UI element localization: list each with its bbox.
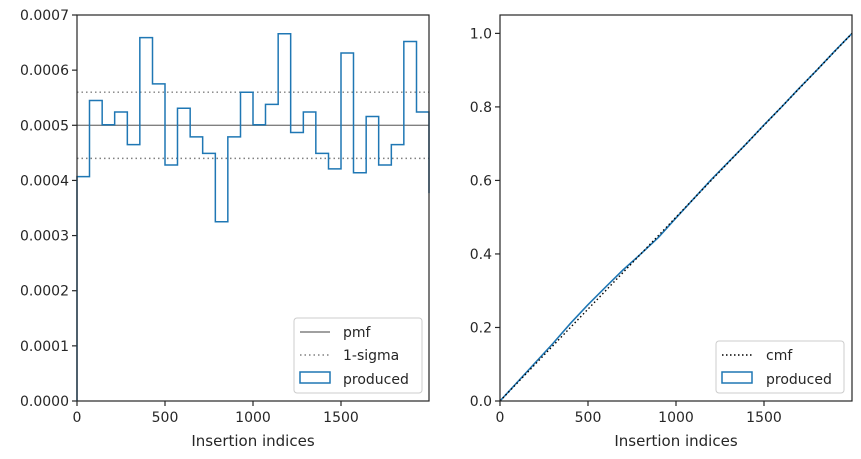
right-axes-frame <box>499 14 853 402</box>
right-panel: 0.0 0.2 0.4 0.6 0.8 1.0 0 500 1000 1500 Insertio… <box>470 14 853 450</box>
y-tick-label: 0.0007 <box>20 8 69 24</box>
x-tick-label: 1500 <box>746 410 782 426</box>
right-lines <box>499 32 853 402</box>
right-y-ticks: 0.0 0.2 0.4 0.6 0.8 1.0 <box>470 26 500 410</box>
right-legend-box <box>715 340 845 394</box>
legend-pmf-label: pmf <box>343 325 372 341</box>
produced-step-outline <box>76 32 430 401</box>
y-tick-label: 0.0003 <box>20 229 69 245</box>
legend-produced-swatch-right <box>721 371 753 384</box>
left-panel: 0.0000 0.0001 0.0002 0.0003 0.0004 0.0005 0.00… <box>20 8 430 450</box>
left-legend-box <box>293 317 423 394</box>
left-axes-frame <box>76 14 430 402</box>
x-tick-label: 1000 <box>658 410 694 426</box>
y-tick-label: 1.0 <box>470 26 492 42</box>
y-tick-label: 0.0002 <box>20 284 69 300</box>
x-tick-label: 500 <box>575 410 602 426</box>
y-tick-label: 0.0001 <box>20 339 69 355</box>
y-tick-label: 0.2 <box>470 320 492 336</box>
y-tick-label: 0.0004 <box>20 173 69 189</box>
y-tick-label: 0.8 <box>470 100 492 116</box>
left-x-axis-label: Insertion indices <box>191 432 314 450</box>
x-tick-label: 1000 <box>235 410 271 426</box>
left-legend: pmf 1-sigma produced <box>293 317 423 394</box>
legend-produced-swatch <box>299 371 331 384</box>
x-tick-label: 0 <box>73 410 82 426</box>
left-x-ticks: 0 500 1000 1500 <box>73 401 359 426</box>
legend-produced-label-right: produced <box>766 372 832 388</box>
y-tick-label: 0.0006 <box>20 63 69 79</box>
right-legend: cmf produced <box>715 340 845 394</box>
left-y-ticks: 0.0000 0.0001 0.0002 0.0003 0.0004 0.0005 0.00… <box>20 8 77 410</box>
y-tick-label: 0.0000 <box>20 394 69 410</box>
cmf-line <box>499 32 853 402</box>
right-x-ticks: 0 500 1000 1500 <box>496 401 782 426</box>
x-tick-label: 500 <box>152 410 179 426</box>
legend-produced-label: produced <box>343 372 409 388</box>
legend-cmf-label: cmf <box>766 348 793 364</box>
x-tick-label: 0 <box>496 410 505 426</box>
y-tick-label: 0.0005 <box>20 118 69 134</box>
y-tick-label: 0.0 <box>470 394 492 410</box>
x-tick-label: 1500 <box>323 410 359 426</box>
y-tick-label: 0.4 <box>470 247 492 263</box>
y-tick-label: 0.6 <box>470 173 492 189</box>
right-x-axis-label: Insertion indices <box>614 432 737 450</box>
legend-1sigma-label: 1-sigma <box>343 348 399 364</box>
left-produced-histogram <box>76 32 430 401</box>
